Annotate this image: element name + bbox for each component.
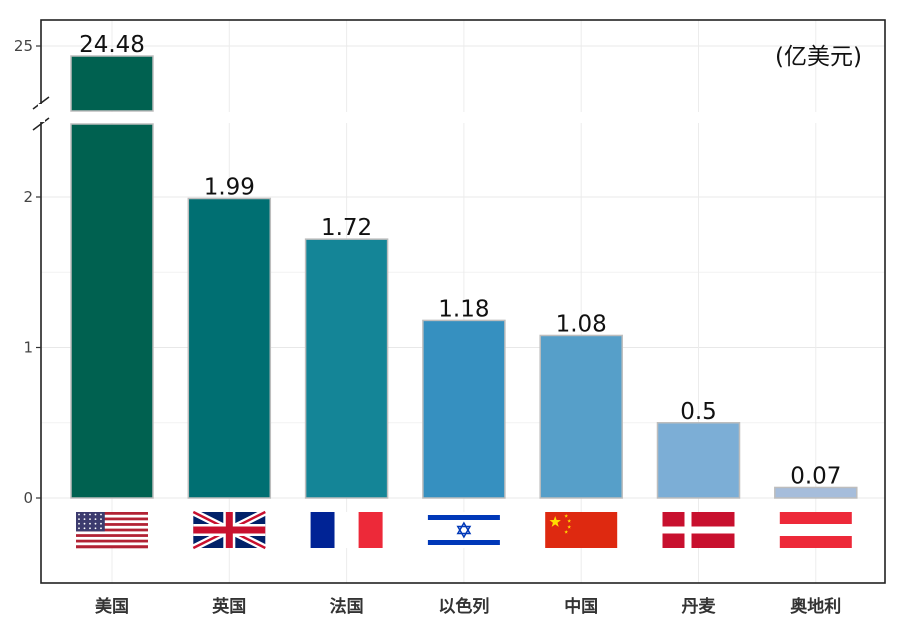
category-label: 美国 xyxy=(95,596,129,617)
value-label: 1.18 xyxy=(438,296,489,322)
value-label: 0.5 xyxy=(680,399,717,425)
category-label: 英国 xyxy=(212,596,246,617)
israel-flag-icon xyxy=(427,512,500,548)
france-flag-icon xyxy=(310,512,383,548)
axis-break-gap xyxy=(42,112,884,123)
category-label: 中国 xyxy=(564,596,598,617)
labels-group: 24.48 1.99 1.72 1.18 1.08 0.5 0.07 美国 英国 法国 以色列 中国 丹… xyxy=(79,32,841,617)
category-label: 丹麦 xyxy=(682,596,717,617)
axis-break-mark xyxy=(32,117,50,131)
unit-label: (亿美元) xyxy=(775,44,862,70)
bars-group xyxy=(42,55,884,499)
us-flag-icon xyxy=(76,512,148,549)
bar-英国 xyxy=(187,197,272,499)
bar-奥地利 xyxy=(774,486,858,499)
value-label: 24.48 xyxy=(79,32,145,58)
bar-中国 xyxy=(539,334,623,499)
austria-flag-icon xyxy=(779,512,852,548)
bar-美国-lower xyxy=(70,123,154,499)
uk-flag-icon xyxy=(191,508,267,552)
bar-丹麦 xyxy=(656,422,741,499)
category-label: 奥地利 xyxy=(790,596,841,617)
plot-frame xyxy=(40,19,886,584)
denmark-flag-icon xyxy=(662,512,735,548)
y-tick-label: 1 xyxy=(23,339,33,357)
axis-break-cover xyxy=(38,104,45,122)
y-tick-label: 0 xyxy=(23,489,33,507)
y-tick-label: 2 xyxy=(23,188,33,206)
value-label: 1.72 xyxy=(321,215,372,241)
axis-break-mark xyxy=(32,96,50,110)
category-label: 法国 xyxy=(330,596,364,617)
value-label: 1.08 xyxy=(556,311,607,337)
china-flag-icon xyxy=(545,512,618,548)
category-label: 以色列 xyxy=(438,596,489,617)
value-label: 1.99 xyxy=(204,175,255,201)
bar-美国-upper xyxy=(70,55,154,112)
y-axis: 0 1 2 25 xyxy=(14,37,50,507)
y-tick-label: 25 xyxy=(14,37,33,55)
bar-以色列 xyxy=(422,319,506,499)
value-label: 0.07 xyxy=(790,463,841,489)
flags-group xyxy=(76,508,852,552)
bar-法国 xyxy=(304,238,389,499)
